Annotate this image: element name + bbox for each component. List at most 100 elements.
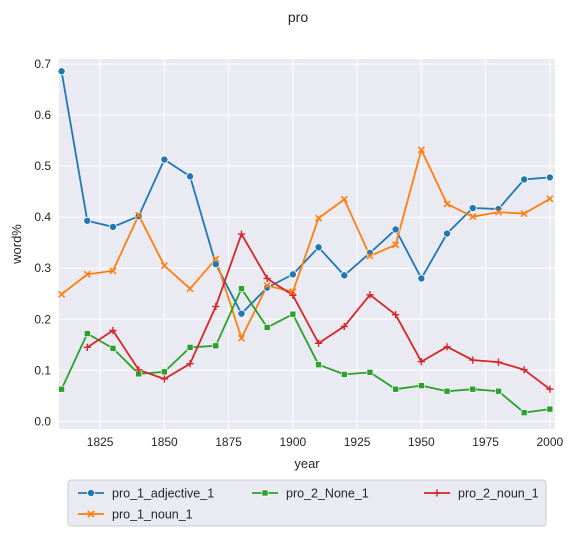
data-point-pro-1-noun-1 <box>520 210 528 218</box>
data-point-pro-1-adjective-1 <box>443 229 452 238</box>
data-point-pro-1-noun-1 <box>417 146 425 154</box>
data-point-pro-2-none-1 <box>186 344 194 351</box>
data-point-pro-2-noun-1 <box>392 311 400 319</box>
data-point-pro-2-noun-1 <box>366 291 374 299</box>
data-point-pro-1-noun-1 <box>392 241 400 249</box>
legend-item-pro-1-adjective-1: pro_1_adjective_1 <box>78 487 214 501</box>
data-point-pro-2-none-1 <box>83 330 91 337</box>
data-point-pro-2-noun-1 <box>289 291 297 299</box>
data-point-pro-1-noun-1 <box>314 214 323 222</box>
data-point-pro-2-none-1 <box>340 371 348 378</box>
legend-item-pro-2-noun-1: pro_2_noun_1 <box>424 487 539 501</box>
data-point-pro-2-none-1 <box>109 345 117 352</box>
legend-marker <box>261 489 269 497</box>
x-axis-label: year <box>294 456 320 471</box>
y-tick-label: 0.2 <box>34 312 51 326</box>
legend-label: pro_1_noun_1 <box>112 508 193 522</box>
data-point-pro-2-noun-1 <box>494 358 503 366</box>
data-point-pro-1-adjective-1 <box>314 243 323 252</box>
data-point-pro-2-noun-1 <box>314 339 323 347</box>
data-point-pro-2-none-1 <box>392 385 399 393</box>
legend-box <box>67 479 547 527</box>
data-point-pro-1-adjective-1 <box>468 204 477 213</box>
data-point-pro-1-noun-1 <box>212 255 220 263</box>
legend-item-pro-1-noun-1: pro_1_noun_1 <box>78 508 193 522</box>
x-tick-label: 1925 <box>344 435 371 449</box>
data-point-pro-2-noun-1 <box>340 322 348 331</box>
data-point-pro-1-noun-1 <box>186 285 194 293</box>
x-tick-label: 1850 <box>151 435 178 449</box>
series-markers <box>57 67 554 416</box>
data-point-pro-2-noun-1 <box>109 326 117 335</box>
data-point-pro-1-noun-1 <box>494 208 503 216</box>
data-point-pro-2-none-1 <box>418 382 425 389</box>
data-point-pro-2-noun-1 <box>212 302 220 311</box>
data-point-pro-1-adjective-1 <box>340 271 349 280</box>
data-point-pro-2-noun-1 <box>263 274 271 283</box>
data-point-pro-1-noun-1 <box>83 270 91 278</box>
data-point-pro-1-adjective-1 <box>57 67 66 76</box>
data-point-pro-2-noun-1 <box>546 385 554 393</box>
legend-marker <box>87 510 95 518</box>
data-point-pro-1-adjective-1 <box>288 270 297 279</box>
data-point-pro-1-adjective-1 <box>263 283 272 292</box>
y-tick-label: 0.3 <box>34 261 51 275</box>
data-point-pro-1-adjective-1 <box>417 274 426 283</box>
y-tick-label: 0.6 <box>34 108 51 122</box>
x-tick-label: 1950 <box>408 435 435 449</box>
data-point-pro-2-none-1 <box>212 342 220 350</box>
data-point-pro-2-none-1 <box>546 405 554 413</box>
data-point-pro-2-noun-1 <box>237 230 246 238</box>
legend-label: pro_2_None_1 <box>286 487 369 501</box>
tick-labels: 1825 1850 1875 1900 1925 1950 1975 2000 0.0 0.1 0.… <box>34 57 563 449</box>
series-line-pro-2-none-1 <box>60 287 551 414</box>
data-point-pro-1-noun-1 <box>366 252 374 260</box>
data-point-pro-2-none-1 <box>238 285 245 292</box>
data-point-pro-1-adjective-1 <box>108 222 117 231</box>
data-point-pro-2-noun-1 <box>83 343 91 351</box>
x-tick-label: 1975 <box>472 435 499 449</box>
x-tick-label: 1875 <box>215 435 242 449</box>
data-point-pro-2-none-1 <box>469 385 477 393</box>
data-point-pro-2-none-1 <box>289 310 297 318</box>
x-tick-label: 1900 <box>280 435 307 449</box>
data-point-pro-1-noun-1 <box>237 334 246 342</box>
y-tick-label: 0.0 <box>34 414 51 428</box>
data-point-pro-2-none-1 <box>263 324 271 331</box>
data-point-pro-1-noun-1 <box>109 267 117 275</box>
legend-item-pro-2-none-1: pro_2_None_1 <box>252 487 369 501</box>
data-point-pro-2-none-1 <box>161 368 168 376</box>
legend-label: pro_1_adjective_1 <box>112 487 214 501</box>
data-point-pro-2-noun-1 <box>160 375 168 383</box>
data-point-pro-1-adjective-1 <box>211 260 220 269</box>
plot-area <box>59 59 555 429</box>
data-point-pro-2-none-1 <box>315 361 322 368</box>
x-tick-label: 1825 <box>87 435 114 449</box>
data-point-pro-1-adjective-1 <box>186 172 195 181</box>
data-point-pro-1-adjective-1 <box>237 309 246 318</box>
data-point-pro-2-noun-1 <box>417 358 425 366</box>
data-point-pro-2-none-1 <box>495 387 502 395</box>
data-point-pro-1-noun-1 <box>58 290 66 298</box>
data-point-pro-2-none-1 <box>443 387 451 395</box>
data-point-pro-1-noun-1 <box>546 195 554 203</box>
data-point-pro-2-noun-1 <box>520 366 528 374</box>
series-line-pro-1-adjective-1 <box>60 70 551 315</box>
legend-marker <box>433 489 441 497</box>
y-tick-label: 0.4 <box>34 210 51 224</box>
data-point-pro-2-none-1 <box>520 409 528 416</box>
data-point-pro-1-adjective-1 <box>545 173 554 182</box>
data-point-pro-2-noun-1 <box>135 366 143 374</box>
data-point-pro-1-noun-1 <box>263 282 271 290</box>
y-tick-label: 0.1 <box>34 363 51 377</box>
y-tick-label: 0.5 <box>34 159 51 173</box>
y-axis-label: word% <box>9 224 24 265</box>
data-point-pro-1-noun-1 <box>469 213 477 221</box>
legend: pro_1_adjective_1 pro_1_noun_1 pro_2_None_… <box>67 479 547 527</box>
data-point-pro-1-adjective-1 <box>160 155 169 164</box>
data-point-pro-1-adjective-1 <box>391 225 400 234</box>
data-point-pro-2-none-1 <box>366 369 374 376</box>
data-point-pro-1-noun-1 <box>135 211 143 219</box>
data-point-pro-2-noun-1 <box>443 343 451 351</box>
